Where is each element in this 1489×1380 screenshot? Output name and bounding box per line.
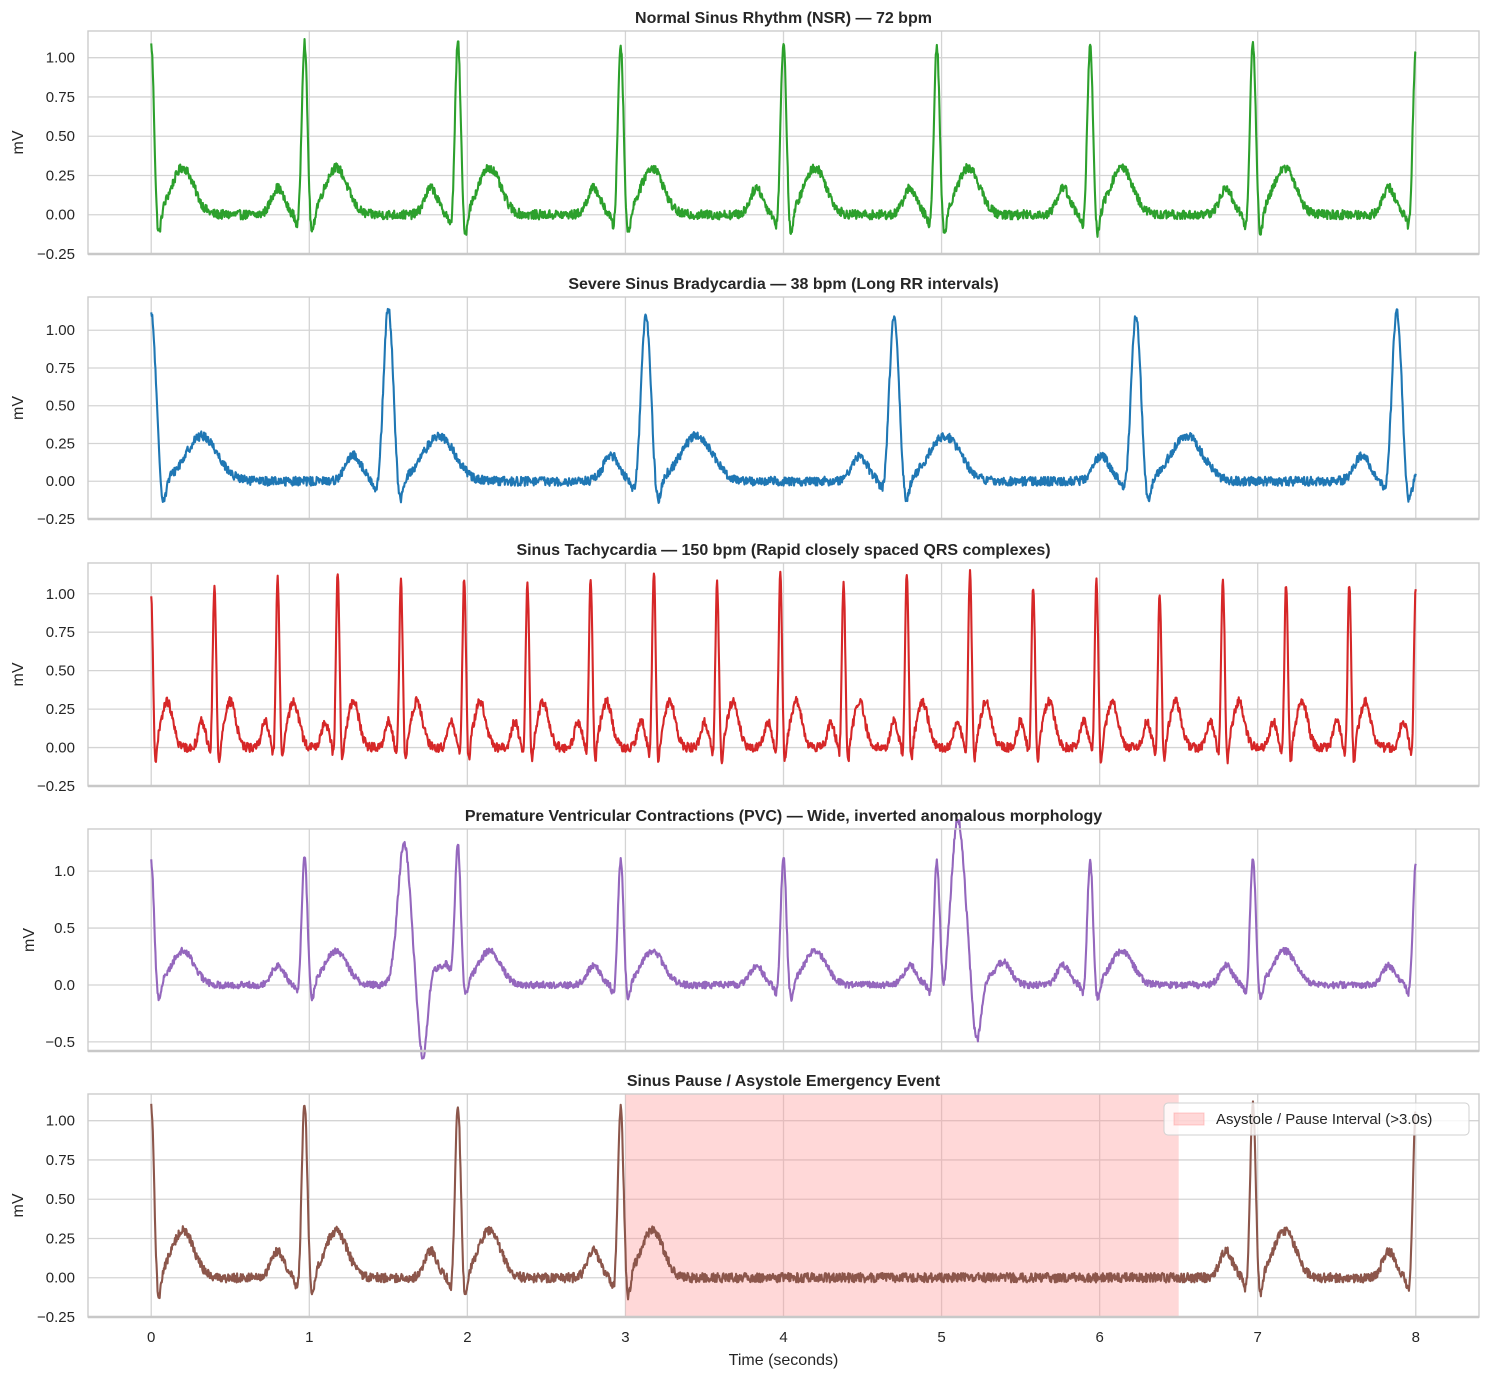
- y-tick-label: 1.00: [46, 1113, 75, 1130]
- y-tick-label: 0.50: [46, 1191, 75, 1208]
- y-tick-label: 1.00: [46, 50, 75, 67]
- ecg-trace: [150, 568, 1417, 765]
- y-tick-label: −0.25: [37, 511, 75, 528]
- y-tick-label: 0.75: [46, 360, 75, 377]
- asystole-span: [625, 1094, 1179, 1317]
- ecg-trace: [150, 38, 1417, 238]
- y-tick-label: 1.0: [54, 863, 75, 880]
- y-tick-label: 0.5: [54, 920, 75, 937]
- y-tick-label: −0.5: [45, 1034, 75, 1051]
- y-tick-label: −0.25: [37, 1309, 75, 1326]
- y-tick-label: 0.75: [46, 624, 75, 641]
- panel-5: Sinus Pause / Asystole Emergency Event −0…: [10, 1073, 1480, 1369]
- legend-swatch: [1173, 1112, 1205, 1126]
- ecg-trace: [150, 1100, 1417, 1301]
- ecg-trace: [150, 307, 1417, 504]
- y-tick-label: 0.75: [46, 1152, 75, 1169]
- y-tick-label: 0.00: [46, 473, 75, 490]
- y-tick-label: 0.00: [46, 207, 75, 224]
- y-axis-label: mV: [10, 1193, 27, 1217]
- y-tick-label: 0.50: [46, 663, 75, 680]
- panel-4: Premature Ventricular Contractions (PVC)…: [21, 808, 1480, 1060]
- panel-title: Severe Sinus Bradycardia — 38 bpm (Long …: [568, 276, 998, 293]
- panel-title: Premature Ventricular Contractions (PVC)…: [465, 808, 1102, 825]
- legend: Asystole / Pause Interval (>3.0s): [1163, 1102, 1470, 1136]
- panel-title: Sinus Pause / Asystole Emergency Event: [627, 1073, 941, 1090]
- y-axis-label: mV: [10, 396, 27, 420]
- x-tick-label: 6: [1095, 1329, 1103, 1346]
- grid: [88, 829, 1479, 1051]
- y-tick-label: 0.50: [46, 128, 75, 145]
- y-tick-label: −0.25: [37, 778, 75, 795]
- panel-title: Sinus Tachycardia — 150 bpm (Rapid close…: [516, 542, 1050, 559]
- ecg-trace: [150, 818, 1417, 1060]
- y-tick-label: 0.75: [46, 89, 75, 106]
- legend-label: Asystole / Pause Interval (>3.0s): [1216, 1111, 1432, 1128]
- y-tick-label: 0.25: [46, 1230, 75, 1247]
- y-tick-label: −0.25: [37, 246, 75, 263]
- x-tick-label: 2: [463, 1329, 471, 1346]
- x-tick-label: 1: [305, 1329, 313, 1346]
- panel-3: Sinus Tachycardia — 150 bpm (Rapid close…: [10, 542, 1480, 795]
- x-tick-label: 8: [1412, 1329, 1420, 1346]
- y-tick-label: 0.50: [46, 398, 75, 415]
- x-tick-label: 4: [779, 1329, 787, 1346]
- y-tick-label: 0.00: [46, 1270, 75, 1287]
- y-tick-label: 0.25: [46, 435, 75, 452]
- y-tick-label: 0.00: [46, 740, 75, 757]
- x-tick-label: 5: [937, 1329, 945, 1346]
- y-tick-label: 0.0: [54, 977, 75, 994]
- y-tick-label: 0.25: [46, 701, 75, 718]
- y-tick-label: 1.00: [46, 322, 75, 339]
- y-axis-label: mV: [21, 928, 38, 952]
- y-axis-label: mV: [10, 130, 27, 154]
- x-tick-label: 0: [147, 1329, 155, 1346]
- x-tick-label: 7: [1254, 1329, 1262, 1346]
- x-axis-label: Time (seconds): [729, 1352, 839, 1369]
- panel-1: Normal Sinus Rhythm (NSR) — 72 bpm −0.25 0…: [10, 10, 1480, 263]
- legend-box: [1163, 1102, 1470, 1136]
- y-tick-label: 0.25: [46, 167, 75, 184]
- y-axis-label: mV: [10, 662, 27, 686]
- y-tick-label: 1.00: [46, 586, 75, 603]
- panel-title: Normal Sinus Rhythm (NSR) — 72 bpm: [635, 10, 932, 27]
- panel-2: Severe Sinus Bradycardia — 38 bpm (Long …: [10, 276, 1480, 528]
- x-tick-label: 3: [621, 1329, 629, 1346]
